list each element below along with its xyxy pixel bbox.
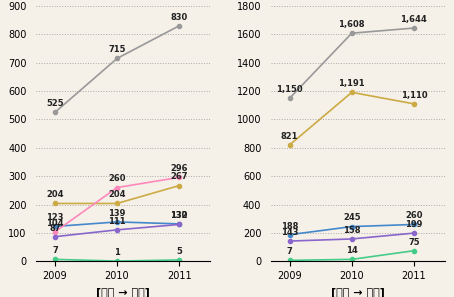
- Text: 7: 7: [52, 246, 58, 255]
- Text: 204: 204: [109, 190, 126, 199]
- Text: 260: 260: [109, 174, 126, 184]
- Text: 132: 132: [170, 211, 188, 220]
- Text: 1,644: 1,644: [400, 15, 427, 24]
- Text: 5: 5: [176, 247, 182, 256]
- Text: 267: 267: [170, 173, 188, 181]
- Text: 1,150: 1,150: [276, 85, 303, 94]
- Text: 260: 260: [405, 211, 423, 220]
- Text: 525: 525: [46, 99, 64, 108]
- Text: 111: 111: [108, 217, 126, 226]
- Text: 139: 139: [109, 209, 126, 218]
- Text: 1,191: 1,191: [339, 79, 365, 88]
- Text: 158: 158: [343, 226, 360, 235]
- Text: 75: 75: [408, 238, 419, 247]
- X-axis label: [해외 → 국내]: [해외 → 국내]: [331, 288, 385, 297]
- Text: 830: 830: [171, 13, 188, 22]
- Text: 204: 204: [46, 190, 64, 199]
- Text: 123: 123: [46, 213, 64, 222]
- Text: 1,608: 1,608: [339, 20, 365, 29]
- Text: 821: 821: [281, 132, 298, 141]
- Text: 130: 130: [170, 211, 188, 220]
- Text: 14: 14: [346, 246, 358, 255]
- Text: 104: 104: [46, 219, 64, 228]
- Text: 199: 199: [405, 220, 423, 229]
- X-axis label: [국내 → 해외]: [국내 → 해외]: [96, 288, 150, 297]
- Text: 245: 245: [343, 214, 360, 222]
- Text: 296: 296: [170, 164, 188, 173]
- Text: 1,110: 1,110: [400, 91, 427, 100]
- Text: 1: 1: [114, 248, 120, 257]
- Text: 87: 87: [49, 224, 61, 233]
- Text: 7: 7: [287, 247, 292, 256]
- Text: 143: 143: [281, 228, 298, 237]
- Text: 715: 715: [109, 45, 126, 54]
- Text: 188: 188: [281, 222, 298, 230]
